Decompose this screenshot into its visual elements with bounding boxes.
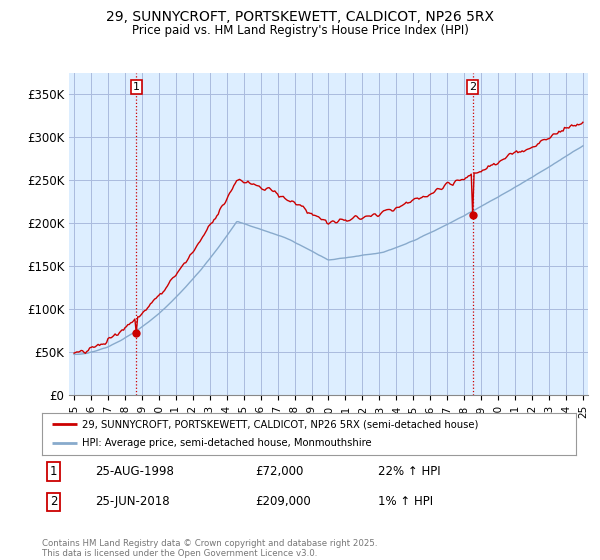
Text: 1: 1 — [133, 82, 140, 92]
Text: 22% ↑ HPI: 22% ↑ HPI — [379, 465, 441, 478]
Text: 25-JUN-2018: 25-JUN-2018 — [95, 495, 170, 508]
Text: £209,000: £209,000 — [256, 495, 311, 508]
Text: Price paid vs. HM Land Registry's House Price Index (HPI): Price paid vs. HM Land Registry's House … — [131, 24, 469, 36]
Text: 29, SUNNYCROFT, PORTSKEWETT, CALDICOT, NP26 5RX (semi-detached house): 29, SUNNYCROFT, PORTSKEWETT, CALDICOT, N… — [82, 419, 478, 429]
Text: £72,000: £72,000 — [256, 465, 304, 478]
Text: 1: 1 — [50, 465, 58, 478]
Text: 29, SUNNYCROFT, PORTSKEWETT, CALDICOT, NP26 5RX: 29, SUNNYCROFT, PORTSKEWETT, CALDICOT, N… — [106, 10, 494, 24]
Text: 2: 2 — [50, 495, 58, 508]
Text: 1% ↑ HPI: 1% ↑ HPI — [379, 495, 434, 508]
Text: Contains HM Land Registry data © Crown copyright and database right 2025.
This d: Contains HM Land Registry data © Crown c… — [42, 539, 377, 558]
Text: HPI: Average price, semi-detached house, Monmouthshire: HPI: Average price, semi-detached house,… — [82, 438, 371, 449]
Text: 25-AUG-1998: 25-AUG-1998 — [95, 465, 174, 478]
Text: 2: 2 — [469, 82, 476, 92]
